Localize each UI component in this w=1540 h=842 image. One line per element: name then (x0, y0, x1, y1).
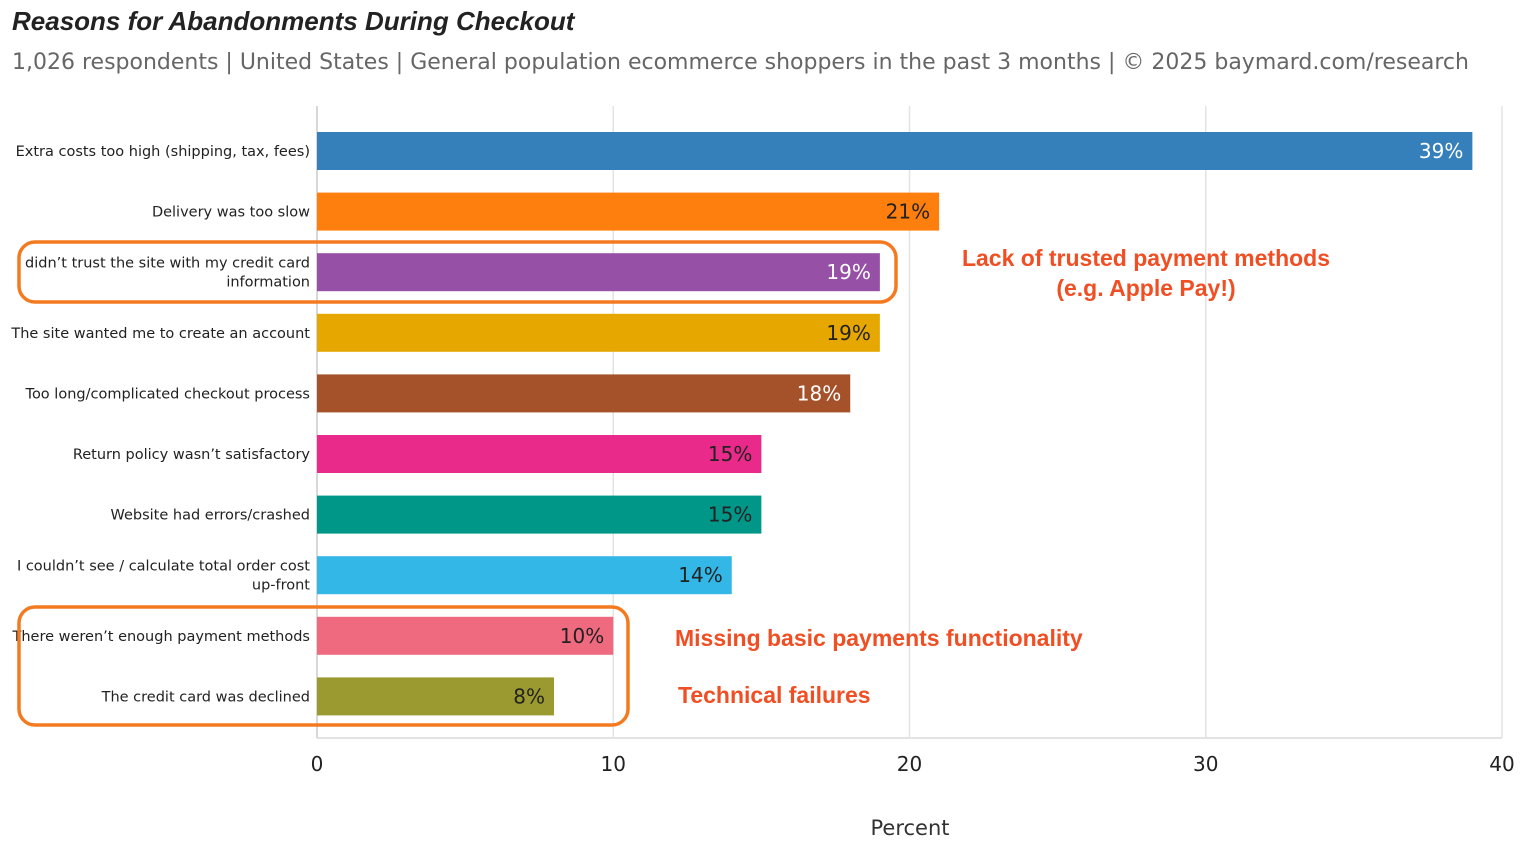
bar (317, 192, 940, 231)
annotation-text: Technical failures (678, 682, 871, 708)
bar (317, 313, 880, 352)
bar (317, 132, 1473, 170)
category-label: Website had errors/crashed (110, 508, 310, 524)
x-tick-label: 30 (1193, 752, 1218, 776)
highlight-box (17, 240, 898, 304)
value-label: 10% (560, 624, 604, 648)
x-axis-ticks: 0 10 20 30 40 (311, 752, 1515, 776)
highlight-boxes (17, 240, 898, 727)
category-label: The site wanted me to create an account (10, 326, 310, 342)
category-label: Return policy wasn’t satisfactory (73, 447, 311, 463)
value-label: 39% (1419, 139, 1463, 163)
category-label: Delivery was too slow (152, 205, 310, 221)
value-label: 15% (708, 442, 752, 466)
chart-subtitle: 1,026 respondents | United States | Gene… (12, 50, 1469, 75)
x-tick-label: 40 (1489, 752, 1514, 776)
value-label: 19% (826, 260, 870, 284)
value-label: 14% (678, 563, 722, 587)
bar (317, 374, 851, 413)
x-axis-title: Percent (870, 816, 949, 840)
bar (317, 435, 762, 473)
x-tick-label: 10 (601, 752, 626, 776)
bar (317, 495, 762, 534)
category-label: Too long/complicated checkout process (25, 386, 310, 402)
value-label: 15% (708, 503, 752, 527)
x-tick-label: 0 (311, 752, 324, 776)
value-label: 21% (886, 200, 930, 224)
category-labels: Extra costs too high (shipping, tax, fee… (10, 144, 310, 705)
bar (317, 253, 880, 292)
bars (317, 132, 1473, 716)
chart-title: Reasons for Abandonments During Checkout (12, 6, 575, 36)
bar (317, 556, 732, 595)
category-label: The credit card was declined (101, 689, 310, 705)
category-label: Extra costs too high (shipping, tax, fee… (16, 144, 310, 160)
annotation-text: Missing basic payments functionality (675, 625, 1083, 651)
value-label: 8% (513, 684, 545, 708)
bar (317, 616, 614, 655)
annotation-text: Lack of trusted payment methods (e.g. App… (962, 245, 1330, 301)
highlight-box (17, 605, 630, 727)
value-label: 19% (826, 321, 870, 345)
x-tick-label: 20 (897, 752, 922, 776)
category-label: I didn’t trust the site with my credit c… (16, 256, 310, 291)
category-label: There weren’t enough payment methods (11, 629, 310, 645)
annotations: Lack of trusted payment methods (e.g. App… (675, 245, 1330, 708)
value-label: 18% (797, 381, 841, 405)
bar (317, 677, 554, 716)
value-labels: 39% 21% 19% 19% 18% 15% 15% 14% 10% 8% (513, 139, 1463, 708)
category-label: I couldn’t see / calculate total order c… (17, 559, 310, 594)
